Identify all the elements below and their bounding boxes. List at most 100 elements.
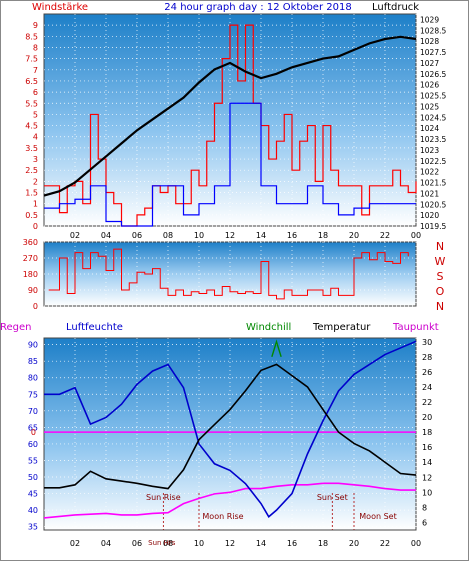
humidity-tick: 60	[28, 440, 38, 449]
x-tick-label: 06	[132, 539, 142, 548]
wind-tick: 8.5	[25, 32, 38, 41]
chart-title: 24 hour graph day : 12 Oktober 2018	[164, 2, 351, 13]
wind-tick: 6.5	[25, 77, 38, 86]
x-tick-label: 20	[349, 539, 359, 548]
wind-tick: 8	[33, 43, 38, 52]
humidity-tick: 65	[28, 423, 38, 432]
pressure-tick: 1029	[420, 15, 439, 24]
temperature-tick: 14	[422, 458, 432, 467]
temperature-tick: 18	[422, 428, 432, 437]
humidity-tick: 80	[28, 374, 38, 383]
pressure-tick: 1021.5	[420, 179, 446, 188]
x-tick-label: 02	[70, 539, 80, 548]
moon-rise-label: Moon Rise	[202, 512, 243, 521]
panel3-hour-labels: 02 04 06 08 10 12 14 16 18 20 22 00	[70, 539, 421, 548]
x-tick-label: 18	[318, 539, 328, 548]
x-tick-label: 08	[163, 231, 173, 240]
temperature-tick-labels: 6 8 10 12 14 16 18 20 22 24 26 28 30	[422, 338, 432, 528]
wind-axis-label: Windstärke	[32, 2, 88, 13]
wind-tick: 7.5	[25, 55, 38, 64]
sun-set-label: Sun Set	[317, 493, 348, 502]
humidity-label: Luftfeuchte	[66, 322, 123, 333]
pressure-tick: 1027	[420, 59, 439, 68]
x-tick-label: 12	[225, 539, 235, 548]
dewpoint-label: Taupunkt	[392, 322, 439, 333]
humidity-series	[44, 340, 417, 518]
x-tick-label: 02	[70, 231, 80, 240]
compass-letter: S	[437, 270, 444, 283]
pressure-series	[43, 35, 417, 197]
wind-tick-labels: 0 0.5 1 1.5 2 2.5 3 3.5 4 4.5 5 5.5 6 6.5 7 7.5 8 8.5 9	[25, 21, 38, 231]
pressure-tick: 1024	[420, 124, 439, 133]
x-tick-label: 16	[287, 231, 297, 240]
pressure-tick: 1023.5	[420, 135, 446, 144]
sun-rise-label: Sun Rise	[146, 493, 181, 502]
wind-tick: 9	[33, 21, 38, 30]
x-tick-label: 04	[101, 539, 111, 548]
temperature-tick: 6	[422, 518, 427, 527]
x-tick-label: 10	[194, 231, 204, 240]
temperature-label: Temperatur	[312, 322, 371, 333]
humidity-tick: 55	[28, 456, 38, 465]
pressure-tick: 1023	[420, 146, 439, 155]
wind-tick: 4	[33, 133, 38, 142]
pressure-tick: 1026.5	[420, 70, 446, 79]
pressure-tick: 1020	[420, 211, 439, 220]
x-tick-label: 18	[318, 231, 328, 240]
temperature-series	[44, 363, 417, 490]
compass-letter: O	[436, 285, 445, 298]
direction-tick-labels: 360 270 180 90 0	[23, 238, 38, 311]
windchill-label: Windchill	[246, 322, 291, 333]
humidity-tick: 75	[28, 390, 38, 399]
pressure-tick: 1025	[420, 102, 439, 111]
humidity-tick: 70	[28, 407, 38, 416]
temperature-tick: 10	[422, 488, 432, 497]
rain-tick-label: 0	[31, 428, 36, 437]
x-tick-label: 12	[225, 231, 235, 240]
x-tick-label: 00	[411, 231, 421, 240]
wind-tick: 3.5	[25, 144, 38, 153]
pressure-tick: 1021	[420, 189, 439, 198]
humidity-tick: 90	[28, 341, 38, 350]
windchill-series	[271, 339, 282, 358]
wind-tick: 2.5	[25, 166, 38, 175]
wind-tick: 5	[33, 110, 38, 119]
temperature-tick: 28	[422, 353, 432, 362]
pressure-tick: 1028.5	[420, 26, 446, 35]
x-tick-label: 22	[380, 231, 390, 240]
wind-tick: 0.5	[25, 211, 38, 220]
compass-letter: N	[436, 300, 444, 313]
direction-tick: 270	[23, 254, 38, 263]
compass-letter: W	[435, 255, 446, 268]
wind-direction-series	[48, 248, 409, 300]
x-tick-label: 10	[194, 539, 204, 548]
direction-tick: 90	[28, 286, 38, 295]
pressure-tick: 1020.5	[420, 200, 446, 209]
pressure-tick: 1028	[420, 37, 439, 46]
pressure-tick: 1026	[420, 81, 439, 90]
rain-label: Regen	[0, 322, 32, 333]
humidity-tick: 40	[28, 506, 38, 515]
pressure-axis-label: Luftdruck	[372, 2, 419, 13]
wind-tick: 3	[33, 155, 38, 164]
humidity-tick: 45	[28, 490, 38, 499]
direction-tick: 180	[23, 270, 38, 279]
pressure-tick: 1024.5	[420, 113, 446, 122]
x-tick-label: 08	[163, 539, 173, 548]
x-tick-label: 00	[411, 539, 421, 548]
temperature-tick: 30	[422, 338, 432, 347]
pressure-tick: 1025.5	[420, 92, 446, 101]
x-tick-label: 06	[132, 231, 142, 240]
pressure-tick: 1022	[420, 168, 439, 177]
pressure-tick: 1019.5	[420, 222, 446, 231]
dewpoint-series	[43, 482, 416, 519]
x-tick-label: 04	[101, 231, 111, 240]
x-tick-label: 14	[256, 231, 266, 240]
panel1-hour-labels: 02 04 06 08 10 12 14 16 18 20 22 00	[70, 231, 421, 240]
humidity-tick: 35	[28, 523, 38, 532]
temperature-tick: 8	[422, 503, 427, 512]
sun-hours-label: Sun Hrs	[148, 539, 176, 547]
x-tick-label: 16	[287, 539, 297, 548]
